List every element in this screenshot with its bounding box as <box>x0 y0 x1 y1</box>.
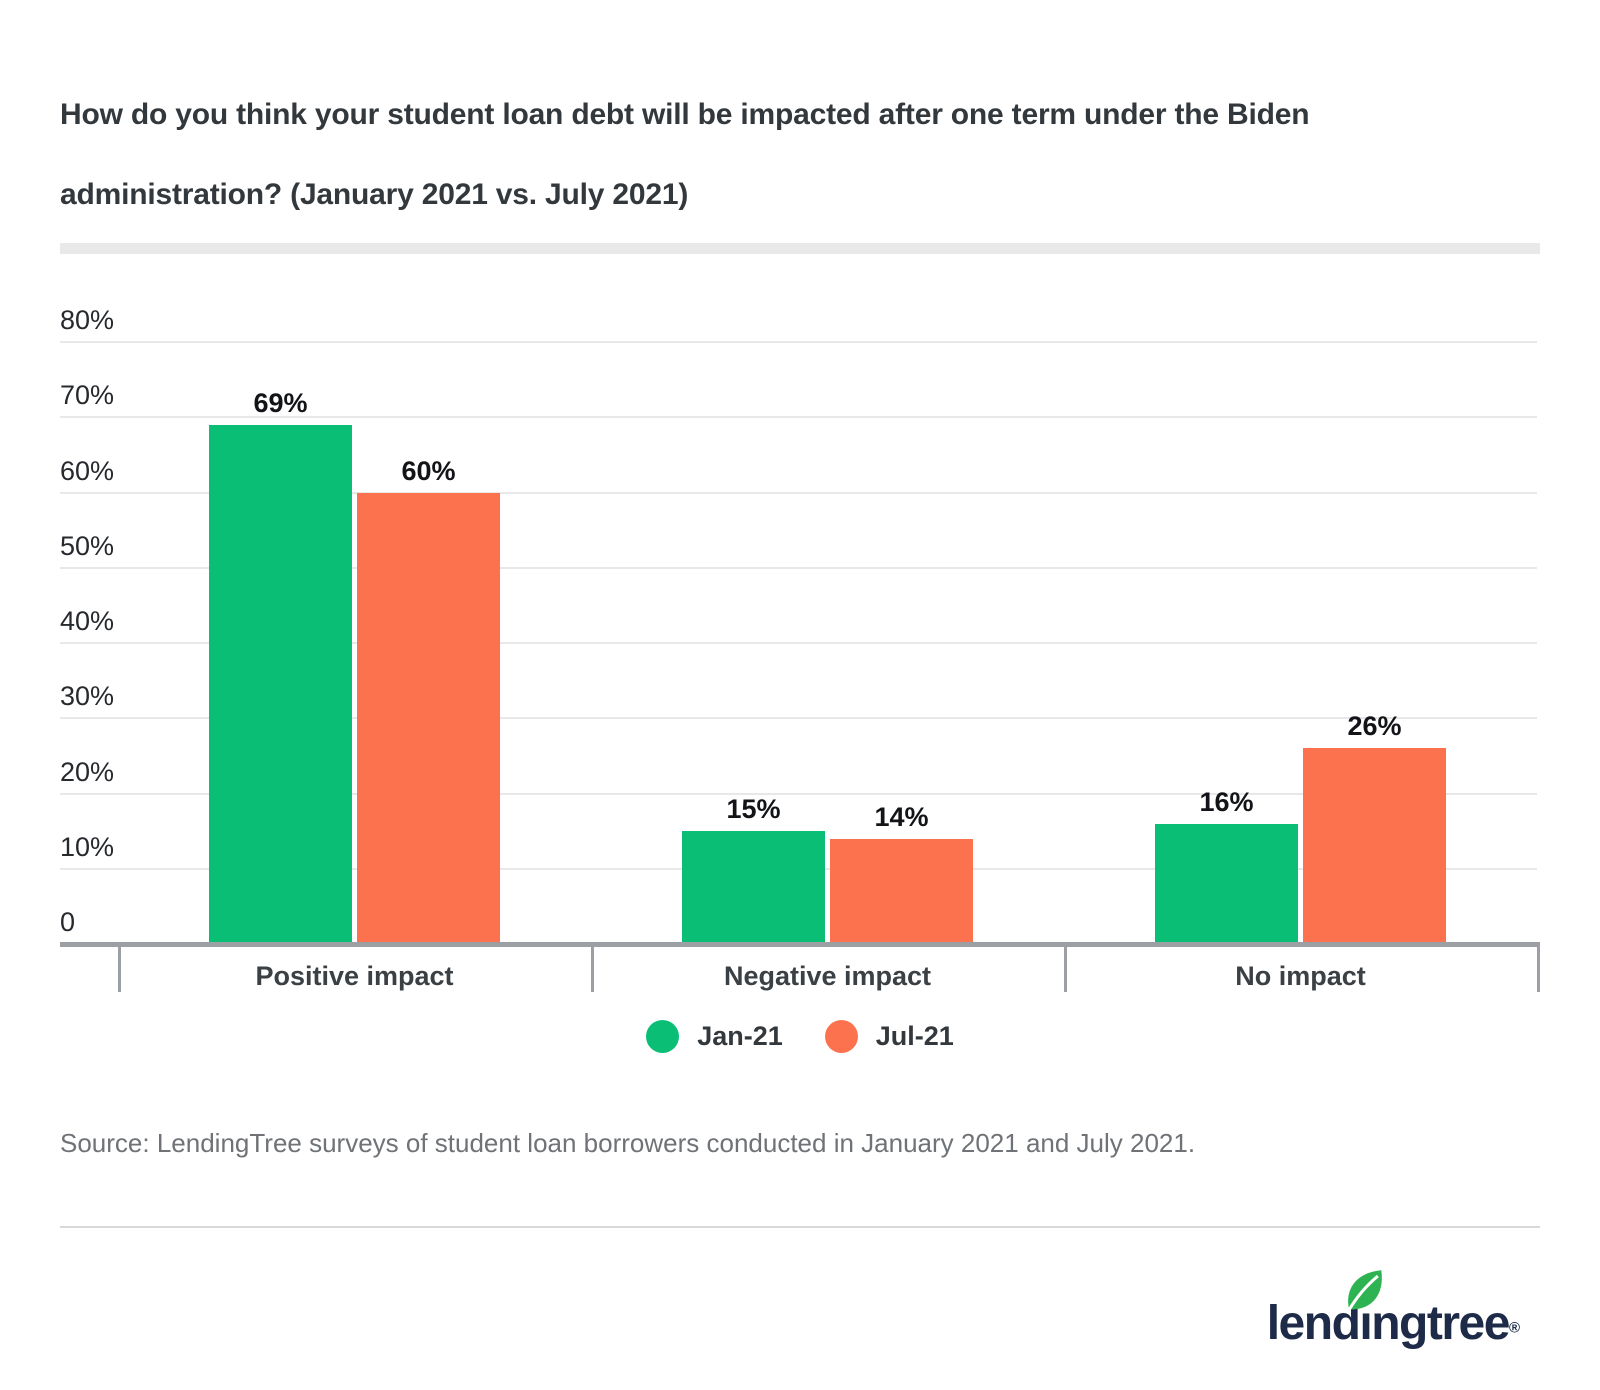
bar-jan-21-no-impact <box>1155 823 1298 944</box>
chart-title-line2: administration? (January 2021 vs. July 2… <box>60 178 689 211</box>
bar-value-label-jul-21-no-impact: 26% <box>1347 711 1402 742</box>
bar-value-label-jul-21-negative-impact: 14% <box>874 801 929 832</box>
leaf-icon <box>1347 1270 1383 1313</box>
y-axis-tick-label: 40% <box>60 606 115 636</box>
y-axis-tick-label: 0 <box>60 907 76 937</box>
gridline <box>60 341 1537 343</box>
logo-text-post: ngtree <box>1371 1297 1510 1350</box>
legend-swatch-jan-21-icon <box>646 1019 680 1053</box>
y-axis-tick-label: 80% <box>60 305 115 335</box>
gridline <box>60 717 1537 720</box>
x-axis-tick <box>591 944 594 992</box>
logo-text-pre: lend <box>1266 1297 1361 1350</box>
gridline <box>60 491 1537 494</box>
registered-trademark-symbol: ® <box>1508 1319 1520 1337</box>
source-note: Source: LendingTree surveys of student l… <box>60 1128 1196 1158</box>
chart-legend: Jan-21 Jul-21 <box>0 1014 1600 1058</box>
chart-title: How do you think your student loan debt … <box>60 75 1310 235</box>
legend-label-jul-21: Jul-21 <box>875 1020 954 1051</box>
bar-value-label-jul-21-positive-impact: 60% <box>401 455 456 486</box>
bar-jan-21-positive-impact <box>209 424 352 944</box>
bar-value-label-jan-21-no-impact: 16% <box>1199 786 1254 817</box>
logo-dotless-i: ı <box>1347 1270 1383 1348</box>
bar-value-label-jan-21-negative-impact: 15% <box>726 794 781 825</box>
footer-divider <box>60 1226 1540 1228</box>
x-category-label-positive-impact: Positive impact <box>255 961 454 991</box>
lendingtree-logo-text: lendı ngtree <box>1266 1270 1510 1350</box>
bar-jul-21-negative-impact <box>830 838 973 944</box>
gridline <box>60 566 1537 569</box>
gridline <box>60 642 1537 644</box>
lendingtree-logo: lendı ngtree® <box>1266 1270 1520 1360</box>
legend-swatch-jul-21-icon <box>824 1019 858 1053</box>
x-category-label-negative-impact: Negative impact <box>723 961 932 991</box>
legend-label-jan-21: Jan-21 <box>697 1020 783 1051</box>
chart-title-line1: How do you think your student loan debt … <box>60 98 1310 131</box>
bar-jan-21-negative-impact <box>682 831 825 944</box>
gridline <box>60 416 1537 419</box>
y-axis-tick-label: 60% <box>60 455 115 486</box>
gridline <box>60 792 1537 795</box>
title-divider-bar <box>60 243 1540 254</box>
x-category-label-no-impact: No impact <box>1235 961 1366 991</box>
bar-jul-21-no-impact <box>1303 748 1446 944</box>
bar-jul-21-positive-impact <box>357 492 500 944</box>
x-axis-line <box>60 942 1540 947</box>
legend-item-jul-21: Jul-21 <box>824 1019 954 1053</box>
y-axis-tick-label: 50% <box>60 530 115 561</box>
x-axis-tick <box>118 944 121 992</box>
x-axis-tick <box>1537 944 1540 992</box>
y-axis-tick-label: 70% <box>60 380 115 411</box>
y-axis-tick-label: 20% <box>60 756 115 787</box>
x-axis-tick <box>1064 944 1067 992</box>
legend-item-jan-21: Jan-21 <box>646 1019 783 1053</box>
bar-value-label-jan-21-positive-impact: 69% <box>253 387 308 418</box>
y-axis-tick-label: 30% <box>60 681 115 712</box>
y-axis-tick-label: 10% <box>60 831 115 862</box>
